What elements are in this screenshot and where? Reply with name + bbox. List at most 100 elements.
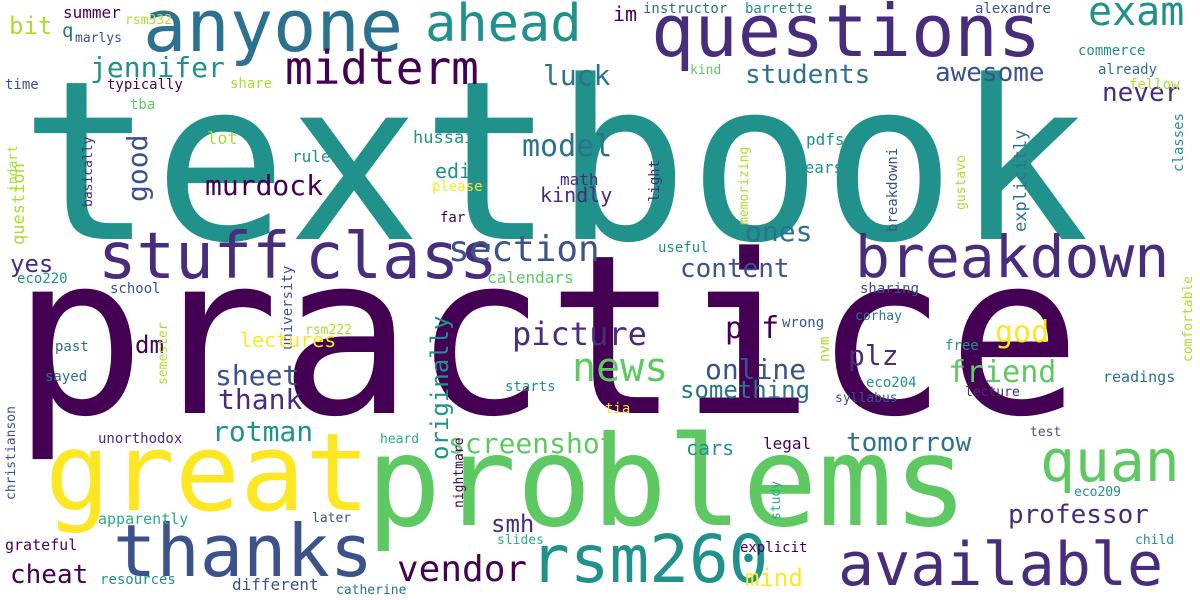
word: exam [1088,0,1185,35]
word: math [560,170,599,189]
word: cars [686,436,735,460]
word: class [305,220,498,294]
word: fellow [1129,77,1180,93]
word: ones [745,215,813,248]
word: breakdown [855,223,1170,291]
word: ahead [425,0,582,54]
word: dm [135,331,164,359]
word: professor [1008,500,1149,530]
word: questions [651,0,1042,73]
word: free [945,338,979,354]
word: legal [763,434,812,453]
word: yes [10,250,54,278]
word: rules [292,147,341,166]
word: explicitly [1011,129,1031,232]
word: model [522,129,613,164]
word: christianson [4,406,19,500]
word: instructor [643,1,728,17]
word: lot [207,129,238,149]
word: screenshot [448,427,617,460]
word: friend [948,355,1057,390]
word: section [448,229,600,270]
word: quan [1040,427,1180,495]
word: eco204 [866,375,917,391]
word: pdfs [806,130,845,149]
word: textbook [20,34,1090,292]
word: far [440,210,466,226]
word: tomorrow [846,428,972,458]
word: picture [512,315,647,353]
word: sheet [215,359,300,392]
word: semester [156,322,171,385]
word: rsm222 [305,323,352,338]
word: practice [12,208,1082,466]
word: different [232,575,319,594]
word: news [572,345,669,391]
word: typically [107,77,183,93]
word: smh [491,510,535,538]
word: indart [6,145,21,192]
word: syllabus [835,391,898,406]
word: awesome [935,58,1045,88]
word: kindly [540,183,613,207]
word: explicit [740,540,808,556]
word: stuff [98,220,291,294]
word: rsm260 [530,521,769,598]
word: readings [1103,368,1176,386]
word: study [769,480,784,520]
word: thank [218,383,303,416]
word: lectures [240,328,337,352]
word: hussain [413,128,485,148]
word: test [1030,425,1062,440]
word: gustavo [954,155,969,210]
word: barrette [745,1,813,17]
word: marlys [75,31,122,46]
word: lecture [965,385,1020,400]
word: past [55,339,89,355]
word: eco209 [1074,485,1121,500]
word: already [1098,62,1158,78]
word: time [5,77,39,93]
word: never [1102,78,1181,108]
word: online [705,353,807,386]
word: bit [9,12,53,40]
word: resources [100,572,176,588]
word: edit [435,159,484,183]
word: eco220 [17,271,68,287]
word: heard [380,432,420,447]
word: summer [63,3,121,22]
word: god [995,315,1050,350]
word: starts [505,379,556,395]
word: sayed [45,369,88,385]
word: mind [745,564,803,592]
word: cheat [10,560,89,590]
word: great [45,411,371,536]
word: please [432,179,483,195]
word: midterm [285,41,479,95]
word: nvm [817,336,833,362]
word: slides [497,533,544,548]
word: pdf [725,311,780,346]
word: available [838,530,1164,600]
word: basically [81,136,96,207]
word: kind [690,63,722,78]
word: plz [848,339,899,372]
word: breakdowni [885,147,901,232]
word: problems [366,410,969,555]
word: light [647,159,663,202]
word: comfortable [1181,275,1196,362]
word: good [121,134,154,202]
word: apparently [98,510,189,528]
word: calendars [487,268,574,287]
word: years [795,158,844,177]
word: unorthodox [98,431,183,447]
word: sharing [860,281,920,297]
word: thanks [113,509,374,593]
word: grateful [5,536,78,554]
word: originally [426,315,454,461]
word: memorizing [737,146,752,225]
word: jennifer [90,51,225,84]
word: murdock [205,169,324,202]
word: catherine [336,583,407,598]
word: rotman [212,415,314,448]
